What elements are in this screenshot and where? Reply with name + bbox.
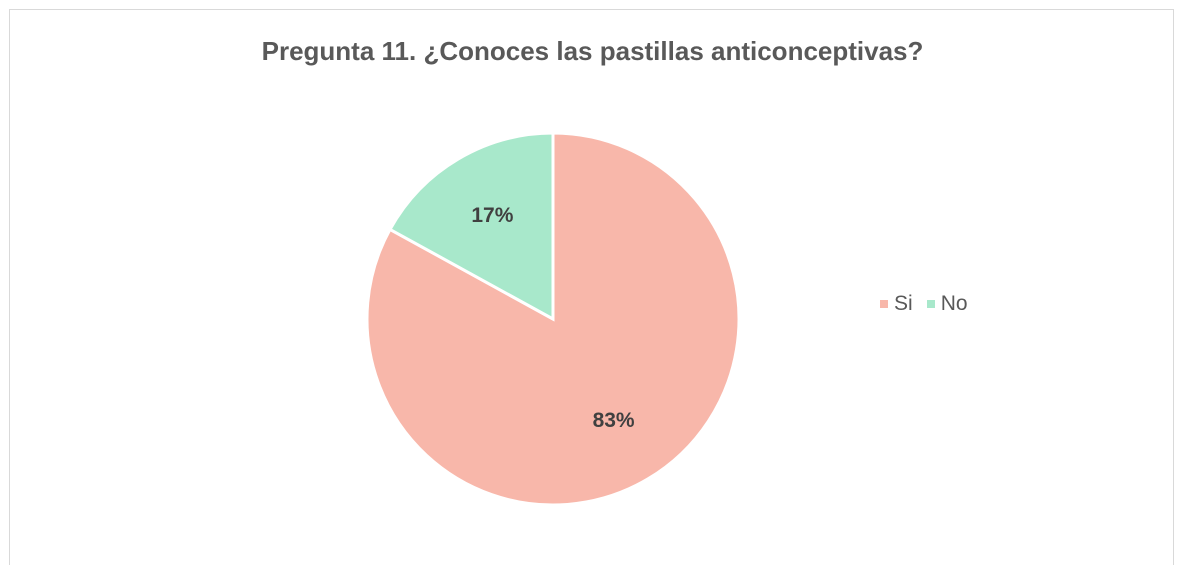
chart-title: Pregunta 11. ¿Conoces las pastillas anti… (261, 36, 924, 66)
legend-label-no: No (940, 292, 968, 315)
data-label-si: 83% (593, 409, 635, 432)
chart-legend: Si No (880, 292, 982, 316)
data-label-no: 17% (471, 204, 513, 227)
legend-label-si: Si (894, 292, 913, 315)
legend-swatch-si (880, 300, 888, 308)
legend-item-si: Si (880, 292, 913, 316)
legend-item-no: No (926, 292, 968, 316)
chart-frame (9, 9, 1174, 565)
pie-slice-no (387, 131, 555, 322)
legend-swatch-no (926, 300, 935, 308)
